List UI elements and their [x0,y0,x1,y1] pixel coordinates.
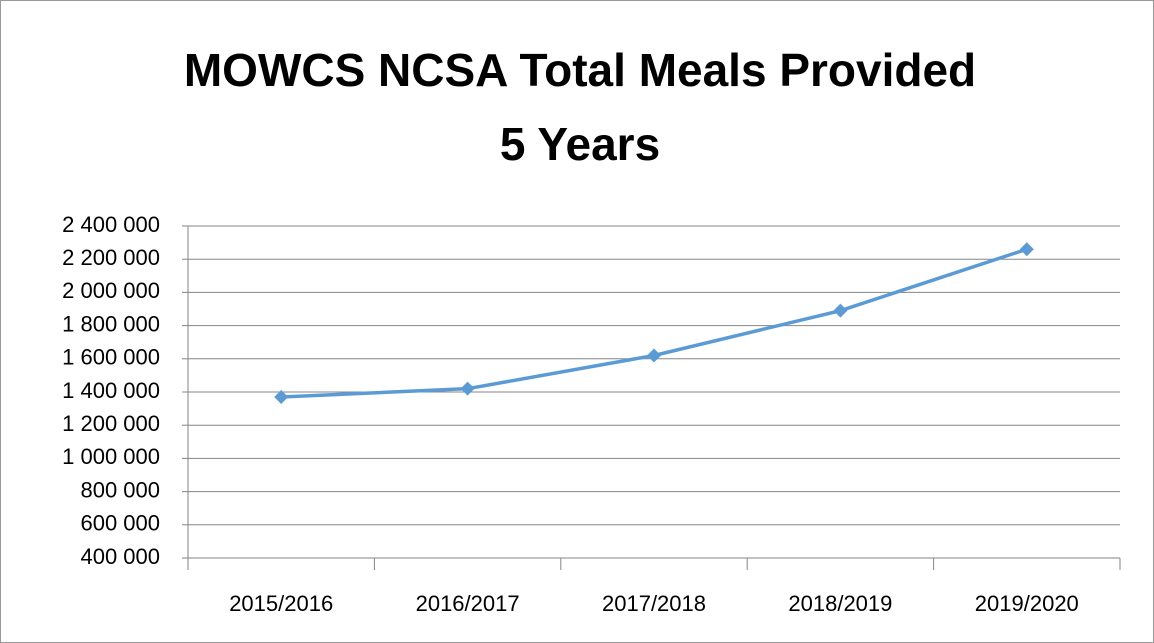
x-tick-label: 2015/2016 [229,591,333,616]
y-tick-label: 1 000 000 [62,444,160,469]
data-point [833,303,848,318]
data-point [460,381,475,396]
y-tick-label: 2 400 000 [62,212,160,237]
x-tick-label: 2016/2017 [416,591,520,616]
chart-title: MOWCS NCSA Total Meals Provided [184,44,976,96]
x-tick-label: 2017/2018 [602,591,706,616]
y-tick-label: 1 200 000 [62,411,160,436]
chart-title: 5 Years [500,118,660,170]
x-tick-label: 2019/2020 [975,591,1079,616]
y-tick-label: 2 200 000 [62,245,160,270]
y-tick-label: 2 000 000 [62,278,160,303]
x-tick-label: 2018/2019 [788,591,892,616]
y-tick-label: 1 600 000 [62,345,160,370]
y-tick-label: 600 000 [80,511,160,536]
y-tick-label: 1 800 000 [62,311,160,336]
data-point [647,348,661,363]
y-tick-label: 1 400 000 [62,378,160,403]
data-point [1019,242,1034,257]
data-point [274,389,289,404]
y-tick-label: 400 000 [80,544,160,569]
y-tick-label: 800 000 [80,477,160,502]
